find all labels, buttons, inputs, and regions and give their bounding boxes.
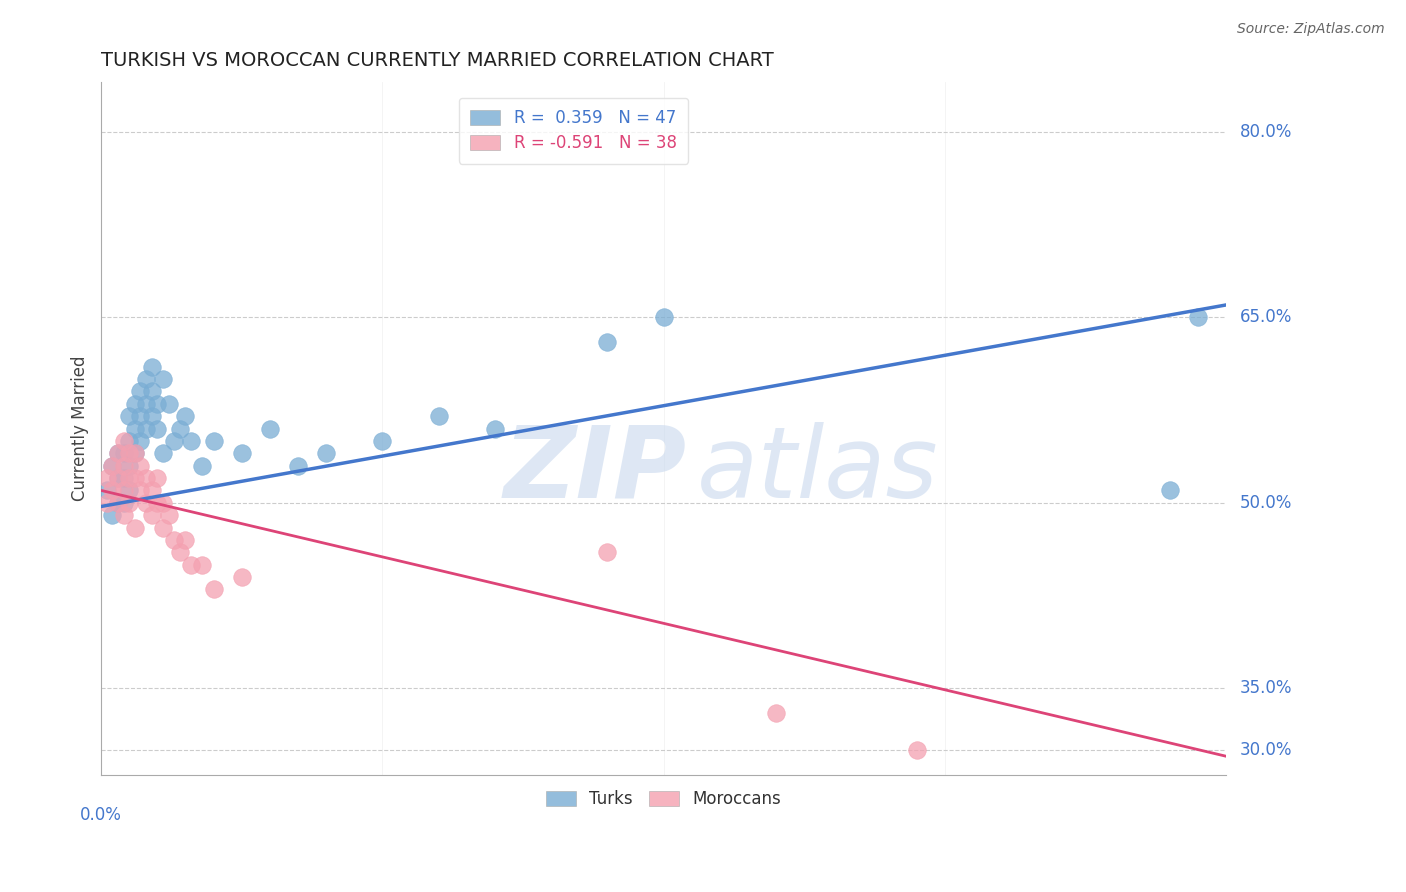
Point xyxy=(101,458,124,473)
Point xyxy=(96,471,118,485)
Text: 0.0%: 0.0% xyxy=(80,805,122,823)
Point xyxy=(118,471,141,485)
Point xyxy=(101,483,124,498)
Point xyxy=(135,471,157,485)
Point xyxy=(652,310,675,325)
Point xyxy=(135,397,157,411)
Text: atlas: atlas xyxy=(697,422,939,518)
Point xyxy=(135,496,157,510)
Point xyxy=(146,421,169,435)
Point xyxy=(146,397,169,411)
Point xyxy=(231,446,253,460)
Point xyxy=(157,397,180,411)
Point xyxy=(152,520,174,534)
Point xyxy=(107,446,129,460)
Point xyxy=(371,434,394,448)
Point xyxy=(129,458,152,473)
Point xyxy=(180,434,202,448)
Point xyxy=(107,496,129,510)
Text: 30.0%: 30.0% xyxy=(1240,741,1292,759)
Point xyxy=(427,409,450,424)
Point xyxy=(1159,483,1181,498)
Point xyxy=(112,458,135,473)
Text: ZIP: ZIP xyxy=(503,422,686,518)
Point xyxy=(141,359,163,374)
Point xyxy=(596,545,619,559)
Text: 35.0%: 35.0% xyxy=(1240,680,1292,698)
Point xyxy=(124,446,146,460)
Point xyxy=(180,558,202,572)
Point xyxy=(905,743,928,757)
Point xyxy=(169,421,191,435)
Point xyxy=(141,483,163,498)
Point xyxy=(259,421,281,435)
Point xyxy=(129,409,152,424)
Y-axis label: Currently Married: Currently Married xyxy=(72,356,89,501)
Point xyxy=(96,483,118,498)
Text: 80.0%: 80.0% xyxy=(1240,123,1292,141)
Point xyxy=(1187,310,1209,325)
Point xyxy=(124,421,146,435)
Point xyxy=(124,520,146,534)
Point xyxy=(118,446,141,460)
Point xyxy=(191,458,214,473)
Text: 50.0%: 50.0% xyxy=(1240,494,1292,512)
Point xyxy=(202,434,225,448)
Point xyxy=(174,533,197,547)
Point xyxy=(96,496,118,510)
Point xyxy=(124,471,146,485)
Point xyxy=(107,471,129,485)
Point xyxy=(112,434,135,448)
Point xyxy=(112,446,135,460)
Point xyxy=(141,508,163,523)
Point xyxy=(163,434,186,448)
Point xyxy=(141,384,163,399)
Point xyxy=(152,446,174,460)
Point xyxy=(118,409,141,424)
Point xyxy=(174,409,197,424)
Text: TURKISH VS MOROCCAN CURRENTLY MARRIED CORRELATION CHART: TURKISH VS MOROCCAN CURRENTLY MARRIED CO… xyxy=(101,51,773,70)
Text: 65.0%: 65.0% xyxy=(1240,309,1292,326)
Point xyxy=(146,496,169,510)
Point xyxy=(129,483,152,498)
Point xyxy=(141,409,163,424)
Point xyxy=(152,496,174,510)
Point xyxy=(124,397,146,411)
Legend: Turks, Moroccans: Turks, Moroccans xyxy=(538,784,789,815)
Point xyxy=(202,582,225,597)
Point xyxy=(146,471,169,485)
Point xyxy=(118,483,141,498)
Point xyxy=(118,496,141,510)
Point xyxy=(169,545,191,559)
Point xyxy=(231,570,253,584)
Point xyxy=(765,706,787,720)
Point xyxy=(118,434,141,448)
Point xyxy=(152,372,174,386)
Point xyxy=(124,446,146,460)
Point xyxy=(101,508,124,523)
Point xyxy=(107,471,129,485)
Point xyxy=(129,434,152,448)
Point xyxy=(135,421,157,435)
Point xyxy=(101,458,124,473)
Point xyxy=(118,458,141,473)
Point xyxy=(107,496,129,510)
Point xyxy=(163,533,186,547)
Point xyxy=(596,334,619,349)
Point xyxy=(112,471,135,485)
Point xyxy=(191,558,214,572)
Point xyxy=(157,508,180,523)
Point xyxy=(129,384,152,399)
Point xyxy=(112,496,135,510)
Point xyxy=(287,458,309,473)
Point xyxy=(112,508,135,523)
Point xyxy=(112,483,135,498)
Point xyxy=(135,372,157,386)
Point xyxy=(315,446,337,460)
Point xyxy=(484,421,506,435)
Text: Source: ZipAtlas.com: Source: ZipAtlas.com xyxy=(1237,22,1385,37)
Point xyxy=(107,446,129,460)
